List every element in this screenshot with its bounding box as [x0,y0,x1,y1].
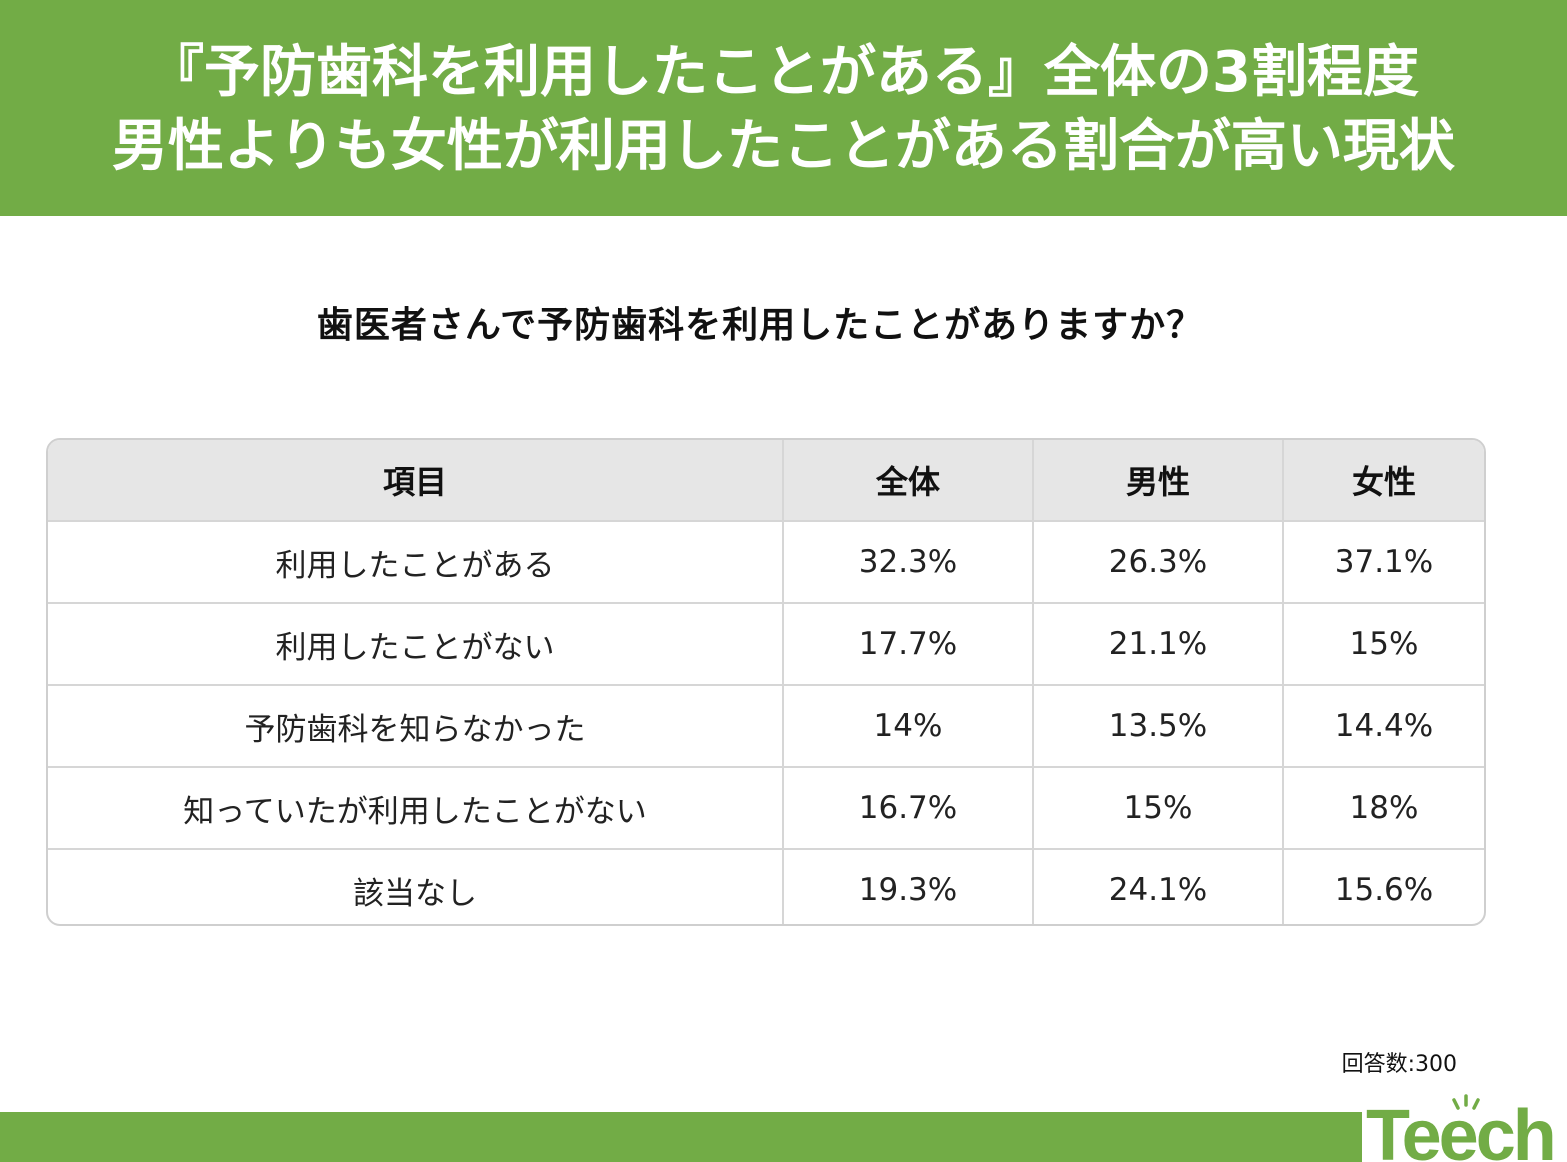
results-table: 項目 全体 男性 女性 利用したことがある 32.3% 26.3% 37.1% … [48,440,1484,924]
row-label: 予防歯科を知らなかった [48,685,784,768]
cell-female: 14.4% [1283,685,1484,768]
table-row: 利用したことがない 17.7% 21.1% 15% [48,603,1484,686]
response-count-note: 回答数:300 [1341,1052,1457,1077]
row-label: 利用したことがある [48,521,784,604]
title-line-2: 男性よりも女性が利用したことがある割合が高い現状 [112,114,1455,179]
cell-male: 21.1% [1033,603,1284,686]
cell-total: 17.7% [783,603,1034,686]
cell-male: 24.1% [1033,849,1284,924]
cell-male: 13.5% [1033,685,1284,768]
title-line-1: 『予防歯科を利用したことがある』全体の3割程度 [148,40,1419,105]
cell-male: 15% [1033,767,1284,850]
row-label: 知っていたが利用したことがない [48,767,784,850]
logo-wordmark: Teech [1366,1096,1554,1162]
results-table-container: 項目 全体 男性 女性 利用したことがある 32.3% 26.3% 37.1% … [46,438,1486,926]
column-header-female: 女性 [1283,440,1484,522]
cell-total: 32.3% [783,521,1034,604]
cell-female: 15.6% [1334,872,1434,908]
cell-total: 16.7% [783,767,1034,850]
table-row: 予防歯科を知らなかった 14% 13.5% 14.4% [48,685,1484,768]
column-header-total: 全体 [783,440,1034,522]
column-header-item: 項目 [48,440,784,522]
cell-male: 26.3% [1033,521,1284,604]
cell-female: 18% [1283,767,1484,850]
cell-female: 37.1% [1283,521,1484,604]
row-label: 利用したことがない [48,603,784,686]
footer-bar [0,1112,1362,1162]
cell-total: 19.3% [783,849,1034,924]
column-header-male: 男性 [1033,440,1284,522]
teech-logo-icon: Teech [1366,1094,1557,1162]
table-header-row: 項目 全体 男性 女性 [48,440,1484,522]
cell-total: 14% [783,685,1034,768]
question-heading: 歯医者さんで予防歯科を利用したことがありますか？ [316,305,1204,346]
row-label: 該当なし [48,849,784,924]
table-row: 該当なし 19.3% 24.1% 15.6% [48,849,1484,924]
table-row: 知っていたが利用したことがない 16.7% 15% 18% [48,767,1484,850]
cell-female: 15% [1283,603,1484,686]
table-row: 利用したことがある 32.3% 26.3% 37.1% [48,521,1484,604]
title-banner: 『予防歯科を利用したことがある』全体の3割程度 男性よりも女性が利用したことがあ… [0,0,1567,216]
teech-logo: Teech [1362,1090,1567,1162]
